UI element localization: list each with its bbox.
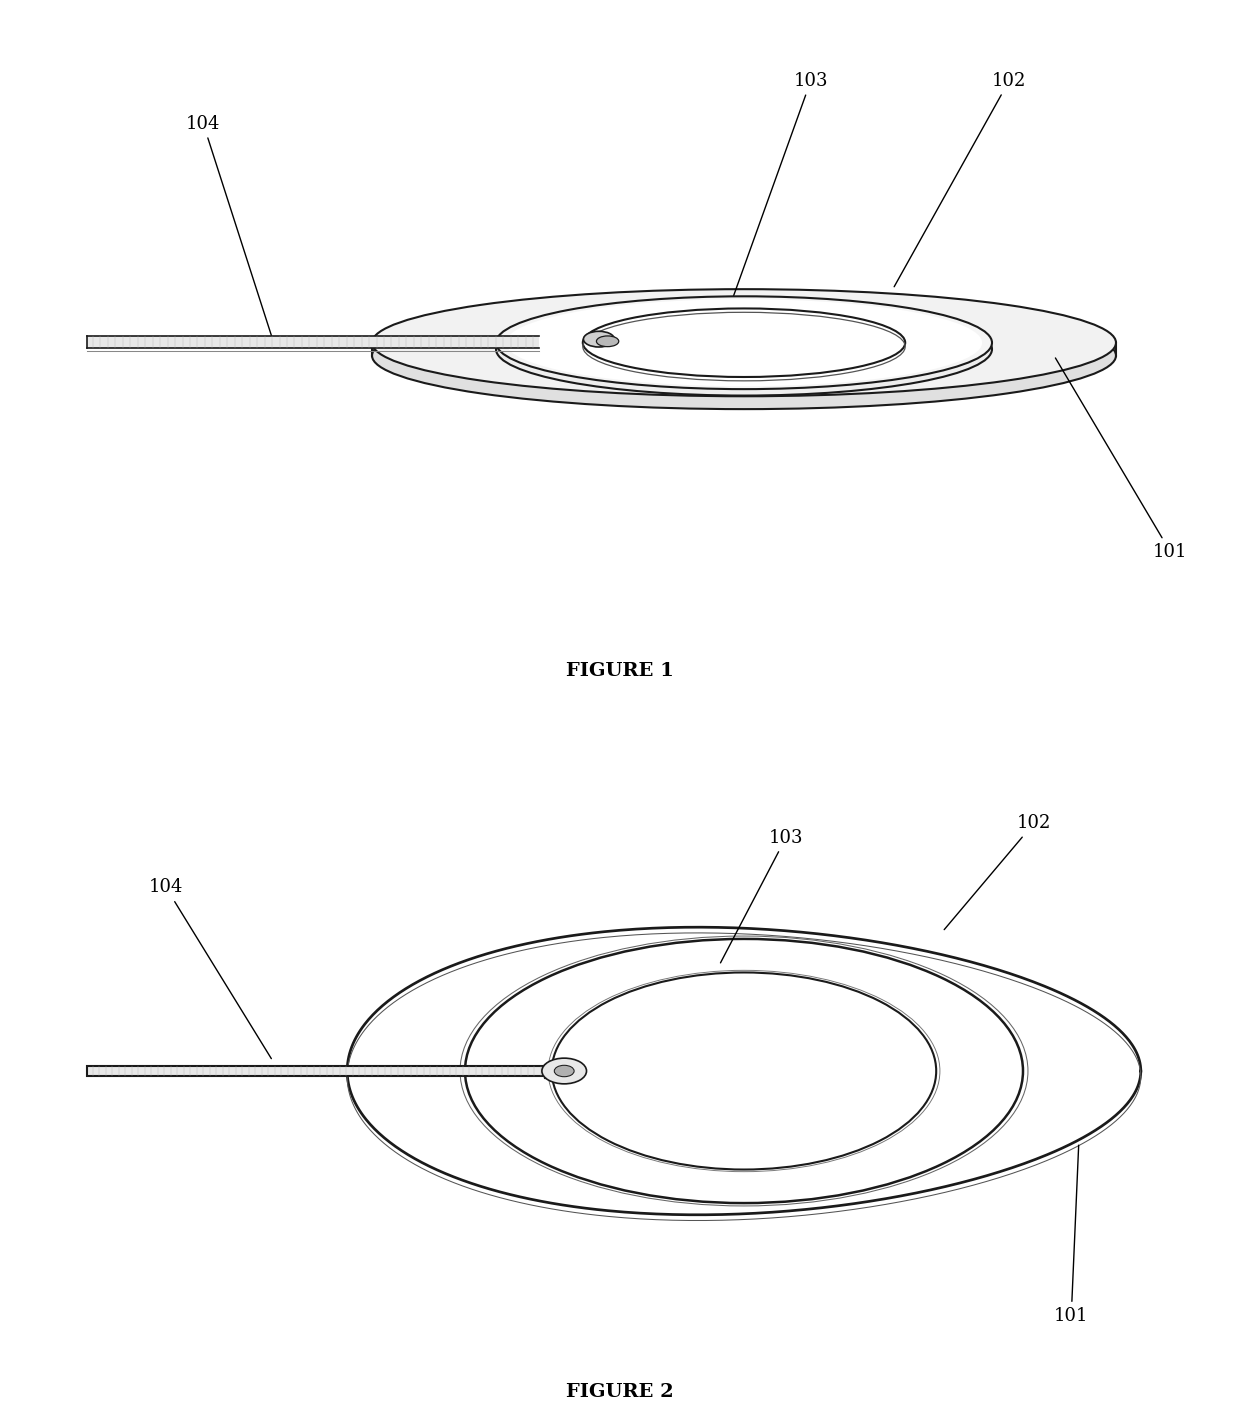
Ellipse shape: [465, 940, 1023, 1202]
Bar: [87, 1065, 544, 1077]
Text: 104: 104: [186, 114, 272, 337]
Text: 102: 102: [944, 814, 1052, 930]
Circle shape: [542, 1058, 587, 1084]
Bar: [544, 1064, 564, 1078]
Polygon shape: [347, 927, 1141, 1215]
Ellipse shape: [583, 331, 615, 347]
Ellipse shape: [596, 336, 619, 347]
Text: 104: 104: [149, 878, 272, 1058]
Circle shape: [554, 1065, 574, 1077]
Text: FIGURE 1: FIGURE 1: [567, 663, 673, 680]
Text: 101: 101: [1055, 358, 1188, 561]
Text: 101: 101: [1054, 1145, 1089, 1325]
Ellipse shape: [506, 298, 982, 387]
Ellipse shape: [496, 303, 992, 396]
Ellipse shape: [552, 972, 936, 1170]
Text: 103: 103: [720, 828, 804, 962]
Ellipse shape: [372, 288, 1116, 396]
Text: 103: 103: [733, 71, 828, 298]
Polygon shape: [87, 336, 539, 348]
Text: FIGURE 2: FIGURE 2: [567, 1384, 673, 1401]
Ellipse shape: [560, 977, 926, 1165]
Text: 102: 102: [894, 71, 1027, 287]
Ellipse shape: [372, 301, 1116, 410]
Ellipse shape: [496, 296, 992, 390]
